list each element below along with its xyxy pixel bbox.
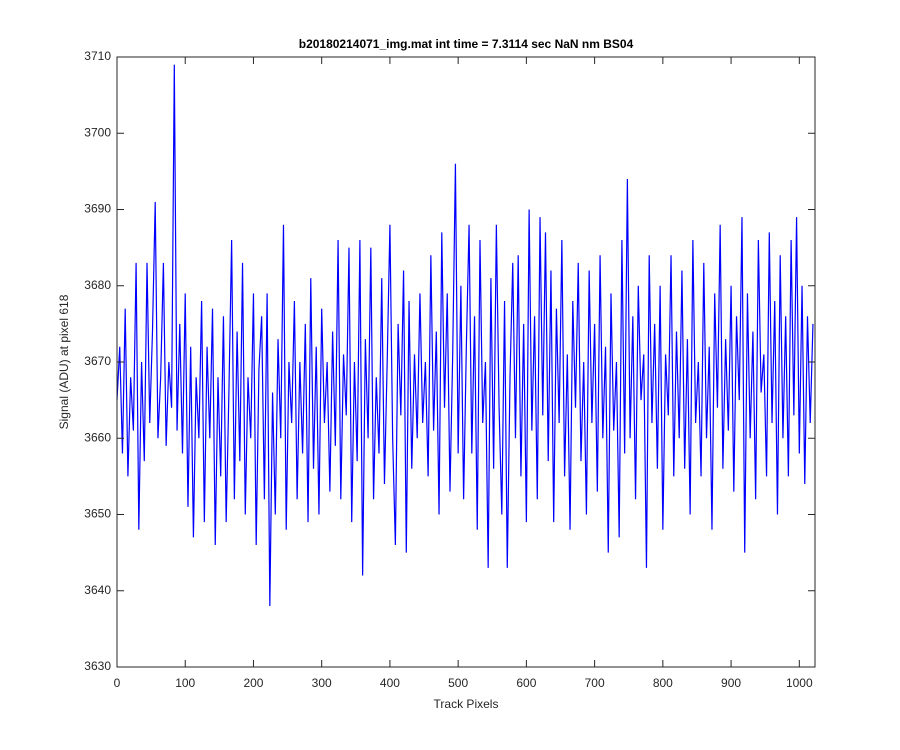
- x-tick-label: 1000: [786, 676, 813, 690]
- y-tick-label: 3630: [84, 659, 111, 673]
- y-tick-label: 3650: [84, 507, 111, 521]
- x-tick-label: 700: [585, 676, 605, 690]
- x-tick-label: 400: [380, 676, 400, 690]
- y-tick-label: 3640: [84, 583, 111, 597]
- x-tick-label: 0: [114, 676, 121, 690]
- y-tick-label: 3670: [84, 354, 111, 368]
- x-tick-label: 900: [721, 676, 741, 690]
- x-tick-label: 300: [312, 676, 332, 690]
- chart-title: b20180214071_img.mat int time = 7.3114 s…: [299, 37, 634, 51]
- x-tick-label: 600: [516, 676, 536, 690]
- y-tick-label: 3660: [84, 430, 111, 444]
- y-tick-label: 3700: [84, 125, 111, 139]
- x-tick-label: 200: [243, 676, 263, 690]
- x-tick-label: 800: [653, 676, 673, 690]
- y-tick-label: 3690: [84, 202, 111, 216]
- y-tick-label: 3710: [84, 49, 111, 63]
- data-line: [116, 64, 814, 607]
- x-tick-label: 100: [175, 676, 195, 690]
- x-axis-label: Track Pixels: [434, 697, 499, 711]
- y-axis-label: Signal (ADU) at pixel 618: [57, 294, 71, 429]
- y-tick-label: 3680: [84, 278, 111, 292]
- x-tick-label: 500: [448, 676, 468, 690]
